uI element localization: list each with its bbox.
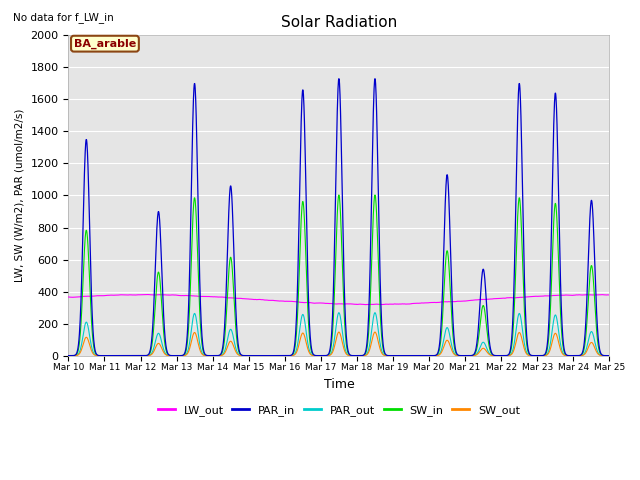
PAR_in [335, 76, 342, 82]
SW_out [65, 353, 72, 359]
LW_out [141, 292, 148, 298]
PAR_in [497, 353, 504, 359]
SW_in [335, 192, 342, 198]
LW_out [367, 301, 374, 307]
LW_out [558, 292, 566, 298]
SW_in [558, 335, 566, 340]
SW_out [100, 353, 108, 359]
PAR_out [100, 353, 108, 359]
PAR_out [367, 336, 374, 341]
PAR_out [573, 353, 581, 359]
LW_out [605, 292, 613, 298]
Legend: LW_out, PAR_in, PAR_out, SW_in, SW_out: LW_out, PAR_in, PAR_out, SW_in, SW_out [154, 401, 524, 420]
PAR_in [355, 353, 363, 359]
SW_out [335, 329, 342, 335]
LW_out [362, 302, 369, 308]
SW_out [573, 353, 581, 359]
SW_out [216, 353, 223, 359]
Text: No data for f_LW_in: No data for f_LW_in [13, 12, 113, 23]
SW_out [605, 353, 613, 359]
LW_out [497, 296, 504, 301]
Y-axis label: LW, SW (W/m2), PAR (umol/m2/s): LW, SW (W/m2), PAR (umol/m2/s) [15, 109, 25, 282]
PAR_out [65, 353, 72, 359]
PAR_in [100, 353, 108, 359]
PAR_out [216, 353, 223, 359]
PAR_in [573, 353, 581, 359]
SW_in [100, 353, 108, 359]
PAR_in [65, 353, 72, 359]
SW_out [367, 343, 374, 349]
SW_out [497, 353, 504, 359]
SW_in [216, 352, 223, 358]
PAR_in [367, 243, 374, 249]
PAR_in [216, 352, 223, 358]
SW_out [558, 350, 566, 356]
Line: SW_in: SW_in [68, 195, 609, 356]
LW_out [65, 294, 72, 300]
PAR_in [558, 321, 566, 327]
LW_out [216, 294, 223, 300]
PAR_out [558, 348, 566, 354]
LW_out [573, 292, 581, 298]
Line: PAR_in: PAR_in [68, 79, 609, 356]
SW_in [65, 353, 72, 359]
SW_in [355, 353, 363, 359]
Line: PAR_out: PAR_out [68, 313, 609, 356]
Title: Solar Radiation: Solar Radiation [281, 15, 397, 30]
SW_out [355, 353, 363, 359]
PAR_in [605, 353, 613, 359]
PAR_out [355, 353, 363, 359]
SW_in [497, 353, 504, 359]
PAR_out [497, 353, 504, 359]
PAR_out [335, 310, 342, 316]
LW_out [355, 301, 362, 307]
SW_in [367, 289, 374, 295]
Line: LW_out: LW_out [68, 295, 609, 305]
SW_in [573, 353, 581, 359]
X-axis label: Time: Time [323, 378, 355, 391]
SW_in [605, 353, 613, 359]
Text: BA_arable: BA_arable [74, 38, 136, 49]
Line: SW_out: SW_out [68, 332, 609, 356]
PAR_out [605, 353, 613, 359]
